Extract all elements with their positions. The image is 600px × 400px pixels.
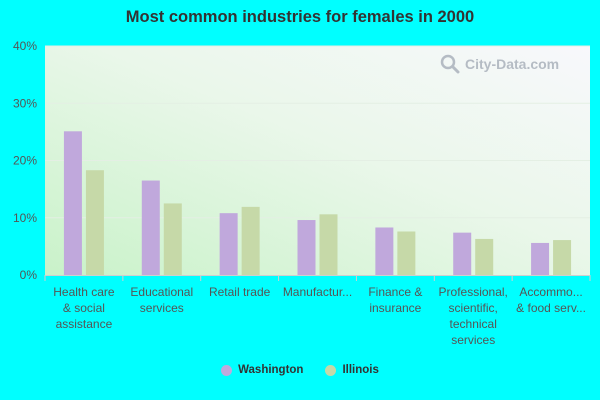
bar-illinois-0 (85, 170, 104, 275)
chart-title: Most common industries for females in 20… (125, 8, 475, 26)
legend-item-illinois: Illinois (325, 364, 379, 376)
bar-washington-5 (453, 232, 472, 275)
x-tick-label-line: Health care (53, 285, 115, 299)
y-tick-label: 0% (20, 268, 38, 282)
x-tick-label-line: Retail trade (209, 285, 271, 299)
x-tick-label-line: Finance & (368, 285, 422, 299)
watermark-text: City-Data.com (465, 56, 560, 72)
bar-washington-4 (375, 227, 394, 275)
x-tick-label-line: Professional, (439, 285, 508, 299)
bar-washington-6 (531, 242, 550, 275)
x-tick-label-line: & social (63, 301, 105, 315)
y-tick-label: 20% (13, 154, 37, 168)
bar-illinois-4 (397, 231, 416, 275)
x-tick-label-line: services (140, 301, 184, 315)
x-tick-label: Manufactur... (283, 285, 352, 299)
x-tick-label-line: assistance (56, 317, 113, 331)
x-tick-label-line: services (451, 333, 495, 347)
x-tick-label-line: insurance (369, 301, 421, 315)
y-tick-label: 30% (13, 96, 37, 110)
x-tick-label-line: Educational (130, 285, 193, 299)
bar-illinois-3 (319, 214, 338, 275)
legend-swatch-washington (221, 364, 233, 376)
legend: Washington Illinois (0, 364, 600, 376)
x-tick-label: Professional, scientific, technical service… (439, 285, 508, 347)
legend-label-illinois: Illinois (342, 364, 379, 376)
bar-illinois-5 (475, 238, 494, 275)
y-tick-label: 10% (13, 211, 37, 225)
legend-item-washington: Washington (221, 364, 303, 376)
bar-washington-2 (219, 213, 238, 275)
x-tick-label: Educational services (130, 285, 193, 315)
x-tick-label: Accommo... & food serv... (516, 285, 586, 315)
bars (63, 131, 572, 275)
y-tick-label: 40% (13, 39, 37, 53)
magnifier-icon (440, 54, 460, 74)
x-tick-label-line: & food serv... (516, 301, 586, 315)
bar-washington-0 (63, 131, 82, 275)
x-tick-label: Retail trade (209, 285, 271, 299)
x-tick-label-line: scientific, (449, 301, 498, 315)
x-tick-label-line: Manufactur... (283, 285, 352, 299)
gridlines (45, 45, 590, 219)
bar-illinois-6 (553, 240, 572, 275)
bar-washington-1 (141, 180, 160, 275)
x-tick-label-line: technical (450, 317, 497, 331)
x-axis-labels: Health care & social assistance Educational… (44, 275, 591, 347)
bar-illinois-2 (241, 206, 260, 275)
legend-label-washington: Washington (238, 364, 304, 376)
x-tick-label: Health care & social assistance (53, 285, 115, 331)
x-tick-label-line: Accommo... (519, 285, 582, 299)
x-tick-label: Finance & insurance (368, 285, 422, 315)
bar-illinois-1 (163, 203, 182, 275)
bar-washington-3 (297, 220, 316, 275)
y-axis-ticks: 0% 10% 20% 30% 40% (13, 39, 37, 282)
watermark: City-Data.com (440, 53, 559, 75)
legend-swatch-illinois (325, 364, 337, 376)
